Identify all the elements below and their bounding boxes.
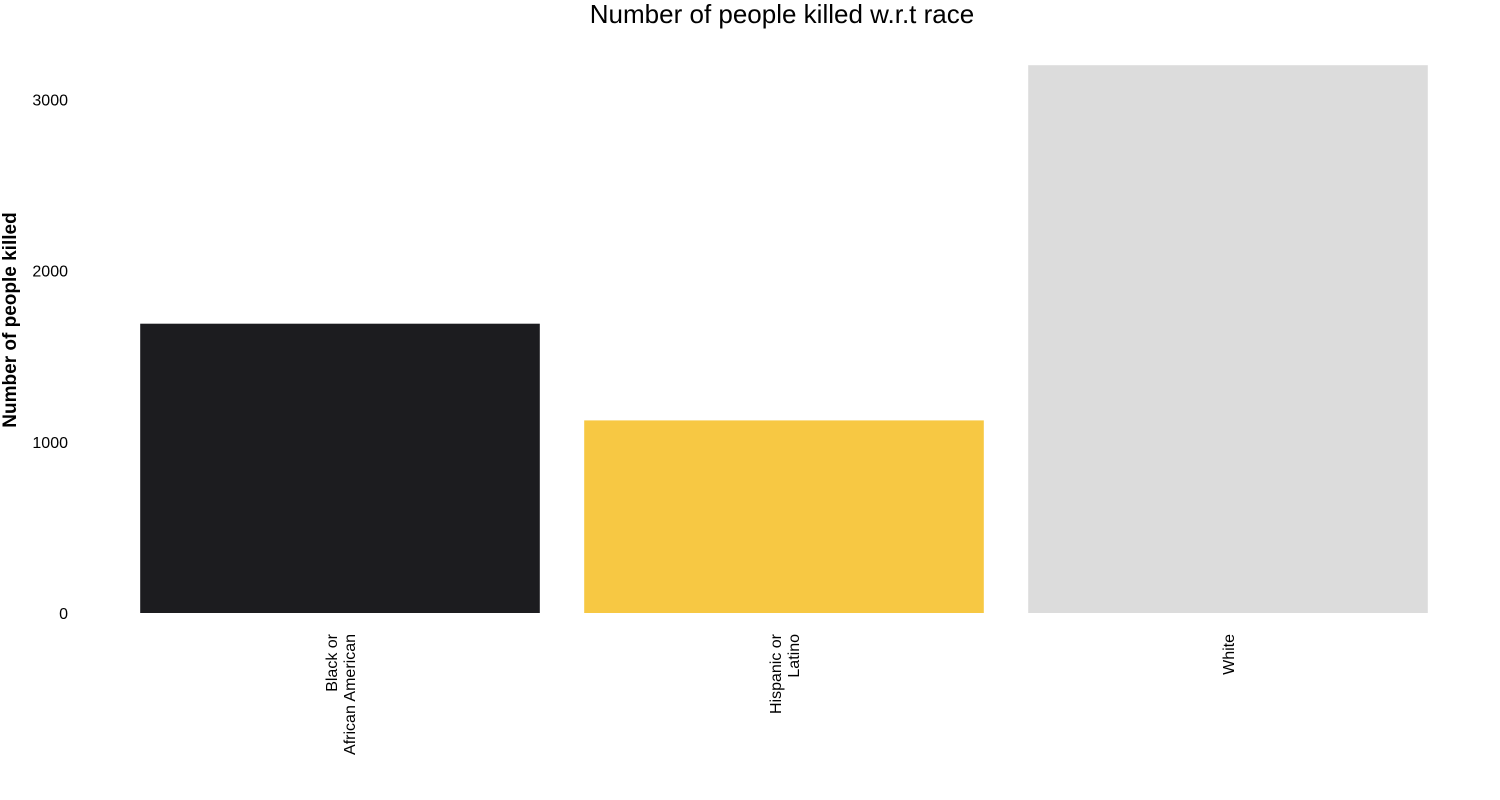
- y-axis-label: Number of people killed: [0, 212, 21, 427]
- y-axis-ticks: 0 1000 2000 3000: [32, 92, 68, 623]
- x-tick-label: White: [1221, 634, 1238, 675]
- x-tick-label-line: Black or: [324, 633, 341, 691]
- chart-title: Number of people killed w.r.t race: [590, 0, 974, 29]
- x-tick-label-line: White: [1221, 634, 1238, 675]
- x-tick-label-line: African American: [342, 634, 359, 755]
- bars: [140, 65, 1428, 613]
- bar: [1028, 65, 1428, 613]
- bar: [140, 323, 540, 613]
- x-tick-label: Hispanic orLatino: [768, 633, 803, 714]
- x-axis-ticks: Black orAfrican American Hispanic orLatin…: [324, 633, 1238, 755]
- y-tick-label: 3000: [32, 92, 68, 109]
- x-tick-label: Black orAfrican American: [324, 633, 359, 755]
- bar: [584, 420, 984, 613]
- x-tick-label-line: Hispanic or: [768, 633, 785, 714]
- x-tick-label-line: Latino: [786, 634, 803, 678]
- y-tick-label: 2000: [32, 264, 68, 281]
- y-tick-label: 1000: [32, 435, 68, 452]
- y-tick-label: 0: [59, 606, 68, 623]
